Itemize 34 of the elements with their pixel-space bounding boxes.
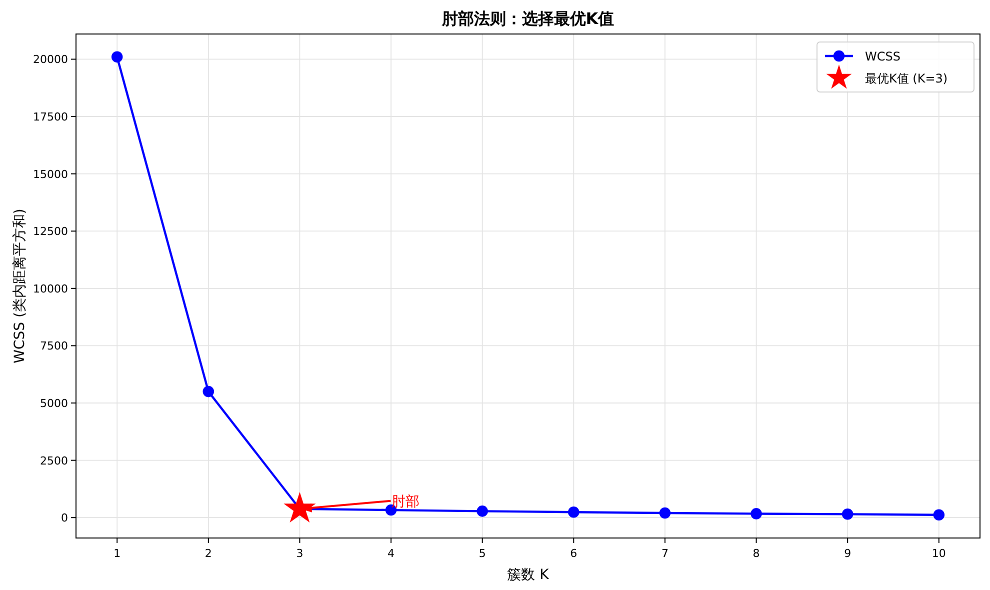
x-tick-label: 2: [204, 547, 212, 560]
point: [750, 508, 762, 520]
y-tick-label: 15000: [33, 168, 68, 181]
x-tick-label: 4: [388, 547, 395, 560]
x-tick-label: 10: [932, 547, 946, 560]
x-tick-label: 3: [296, 547, 304, 560]
legend-label: 最优K值 (K=3): [865, 72, 948, 86]
y-tick-label: 0: [61, 512, 68, 525]
y-tick-label: 10000: [33, 282, 68, 296]
x-tick-label: 6: [570, 547, 578, 560]
x-tick-label: 9: [844, 547, 852, 560]
legend-label: WCSS: [865, 50, 900, 64]
point: [202, 386, 214, 398]
point: [568, 506, 580, 518]
x-tick-label: 8: [752, 547, 760, 560]
point: [659, 507, 671, 519]
y-tick-label: 17500: [33, 110, 68, 124]
point: [284, 492, 316, 523]
y-tick-label: 7500: [40, 340, 68, 353]
point: [842, 508, 854, 520]
x-tick-label: 1: [114, 547, 121, 560]
point: [933, 509, 945, 520]
x-axis-title: 簇数 K: [507, 567, 550, 583]
x-tick-label: 5: [478, 547, 486, 560]
x-tick-label: 7: [661, 547, 668, 560]
point: [476, 506, 488, 517]
y-tick-label: 5000: [40, 397, 68, 410]
y-tick-label: 20000: [33, 53, 68, 66]
y-tick-label: 12500: [33, 225, 68, 238]
chart-title: 肘部法则：选择最优K值: [440, 9, 614, 28]
y-axis-title: WCSS (类内距离平方和): [12, 208, 28, 364]
annotation: 肘部: [392, 494, 420, 510]
y-tick-label: 2500: [40, 454, 68, 468]
point: [111, 51, 123, 63]
